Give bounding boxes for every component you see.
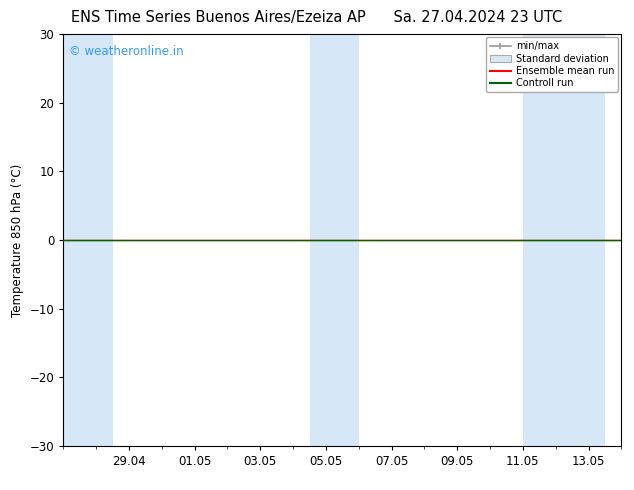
Text: ENS Time Series Buenos Aires/Ezeiza AP      Sa. 27.04.2024 23 UTC: ENS Time Series Buenos Aires/Ezeiza AP S… (72, 10, 562, 25)
Bar (63, 34, 113, 446)
Y-axis label: Temperature 850 hPa (°C): Temperature 850 hPa (°C) (11, 164, 24, 317)
Bar (523, 34, 605, 446)
Legend: min/max, Standard deviation, Ensemble mean run, Controll run: min/max, Standard deviation, Ensemble me… (486, 37, 618, 92)
Text: © weatheronline.in: © weatheronline.in (69, 45, 184, 58)
Bar (309, 34, 359, 446)
